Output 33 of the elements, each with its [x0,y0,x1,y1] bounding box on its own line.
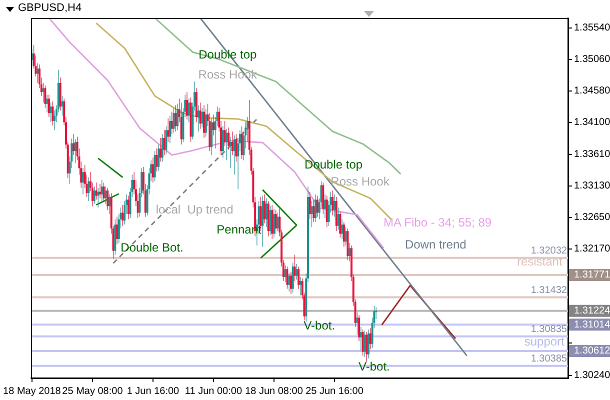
ref-line-label: 1.30385 [530,354,568,365]
annotation: V-bot. [358,359,390,374]
y-tick-label: 1.31771 [574,270,610,281]
annotation: support [524,334,566,348]
annotation: V-bot. [304,318,336,332]
ref-line-label: 1.31432 [530,284,568,296]
y-tick-label: 1.31014 [574,319,610,330]
x-tick-label: 1 Jun 16:00 [126,386,180,397]
y-tick-label: 1.30612 [574,346,610,357]
ref-line-label: 1.30835 [530,324,568,336]
x-tick-label: 18 Jun 08:00 [245,386,304,397]
annotation: Ross Hook [330,174,390,188]
y-tick-label: 1.33610 [574,149,610,160]
x-tick-label: 11 Jun 00:00 [184,386,242,397]
x-tick-label: 25 May 08:00 [62,386,124,397]
y-tick-label: 1.35540 [574,22,610,34]
x-tick-label: 18 May 2018 [3,386,62,397]
annotation: local Up trend [156,202,234,216]
annotation: Down trend [404,237,466,252]
y-tick-label: 1.32650 [574,212,610,224]
y-tick-label: 1.33130 [574,180,610,192]
ref-line-label: 1.32032 [530,246,568,257]
chart-title: GBPUSD,H4 [17,2,83,14]
annotation: Double Bot. [120,240,184,254]
x-tick-label: 25 Jun 16:00 [306,386,364,397]
y-tick-label: 1.34100 [574,117,610,128]
y-tick-label: 1.30240 [574,370,610,382]
y-tick-label: 1.31224 [574,306,610,317]
y-tick-label: 1.34580 [574,86,610,97]
y-tick-label: 1.32170 [574,244,610,255]
annotation: resistant [516,254,563,268]
y-tick-label: 1.35060 [574,54,610,66]
annotation: MA Fibo - 34; 55; 89 [384,215,492,230]
